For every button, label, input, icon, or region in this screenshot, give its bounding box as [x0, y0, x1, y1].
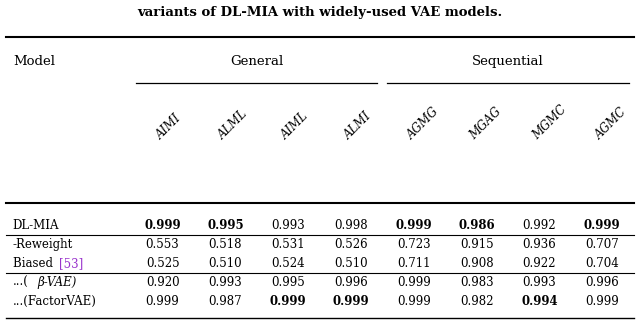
Text: 0.983: 0.983	[460, 276, 493, 289]
Text: 0.510: 0.510	[209, 257, 242, 270]
Text: 0.518: 0.518	[209, 237, 242, 251]
Text: 0.524: 0.524	[271, 257, 305, 270]
Text: 0.999: 0.999	[144, 218, 181, 232]
Text: 0.996: 0.996	[586, 276, 619, 289]
Text: 0.993: 0.993	[271, 218, 305, 232]
Text: 0.999: 0.999	[397, 276, 431, 289]
Text: 0.987: 0.987	[209, 295, 242, 308]
Text: Sequential: Sequential	[472, 55, 544, 68]
Text: 0.920: 0.920	[146, 276, 179, 289]
Text: 0.999: 0.999	[586, 295, 619, 308]
Text: AGMC: AGMC	[593, 106, 630, 143]
Text: AIMI: AIMI	[154, 112, 184, 143]
Text: 0.525: 0.525	[146, 257, 179, 270]
Text: 0.999: 0.999	[333, 295, 369, 308]
Text: 0.998: 0.998	[334, 218, 368, 232]
Text: 0.982: 0.982	[460, 295, 493, 308]
Text: DL-MIA: DL-MIA	[13, 218, 60, 232]
Text: 0.922: 0.922	[523, 257, 556, 270]
Text: 0.993: 0.993	[209, 276, 243, 289]
Text: General: General	[230, 55, 284, 68]
Text: Biased: Biased	[13, 257, 56, 270]
Text: 0.531: 0.531	[271, 237, 305, 251]
Text: 0.936: 0.936	[522, 237, 556, 251]
Text: ALML: ALML	[216, 108, 251, 143]
Text: 0.915: 0.915	[460, 237, 493, 251]
Text: 0.999: 0.999	[146, 295, 179, 308]
Text: 0.994: 0.994	[521, 295, 557, 308]
Text: ALMI: ALMI	[342, 110, 374, 143]
Text: β-VAE): β-VAE)	[37, 276, 77, 289]
Text: 0.993: 0.993	[522, 276, 556, 289]
Text: 0.995: 0.995	[207, 218, 244, 232]
Text: 0.526: 0.526	[334, 237, 368, 251]
Text: 0.992: 0.992	[523, 218, 556, 232]
Text: ...(: ...(	[13, 276, 29, 289]
Text: 0.711: 0.711	[397, 257, 431, 270]
Text: 0.995: 0.995	[271, 276, 305, 289]
Text: 0.723: 0.723	[397, 237, 431, 251]
Text: AGMG: AGMG	[404, 106, 442, 143]
Text: MGMC: MGMC	[530, 103, 570, 143]
Text: Model: Model	[13, 55, 55, 68]
Text: 0.707: 0.707	[586, 237, 619, 251]
Text: 0.999: 0.999	[270, 295, 307, 308]
Text: 0.986: 0.986	[458, 218, 495, 232]
Text: AIML: AIML	[279, 110, 312, 143]
Text: 0.999: 0.999	[396, 218, 432, 232]
Text: [53]: [53]	[59, 257, 83, 270]
Text: 0.553: 0.553	[146, 237, 179, 251]
Text: ...(FactorVAE): ...(FactorVAE)	[13, 295, 97, 308]
Text: 0.510: 0.510	[334, 257, 368, 270]
Text: 0.704: 0.704	[586, 257, 619, 270]
Text: -Reweight: -Reweight	[13, 237, 73, 251]
Text: 0.999: 0.999	[397, 295, 431, 308]
Text: 0.999: 0.999	[584, 218, 621, 232]
Text: MGAG: MGAG	[467, 106, 504, 143]
Text: 0.996: 0.996	[334, 276, 368, 289]
Text: variants of DL-MIA with widely-used VAE models.: variants of DL-MIA with widely-used VAE …	[138, 6, 502, 19]
Text: 0.908: 0.908	[460, 257, 493, 270]
